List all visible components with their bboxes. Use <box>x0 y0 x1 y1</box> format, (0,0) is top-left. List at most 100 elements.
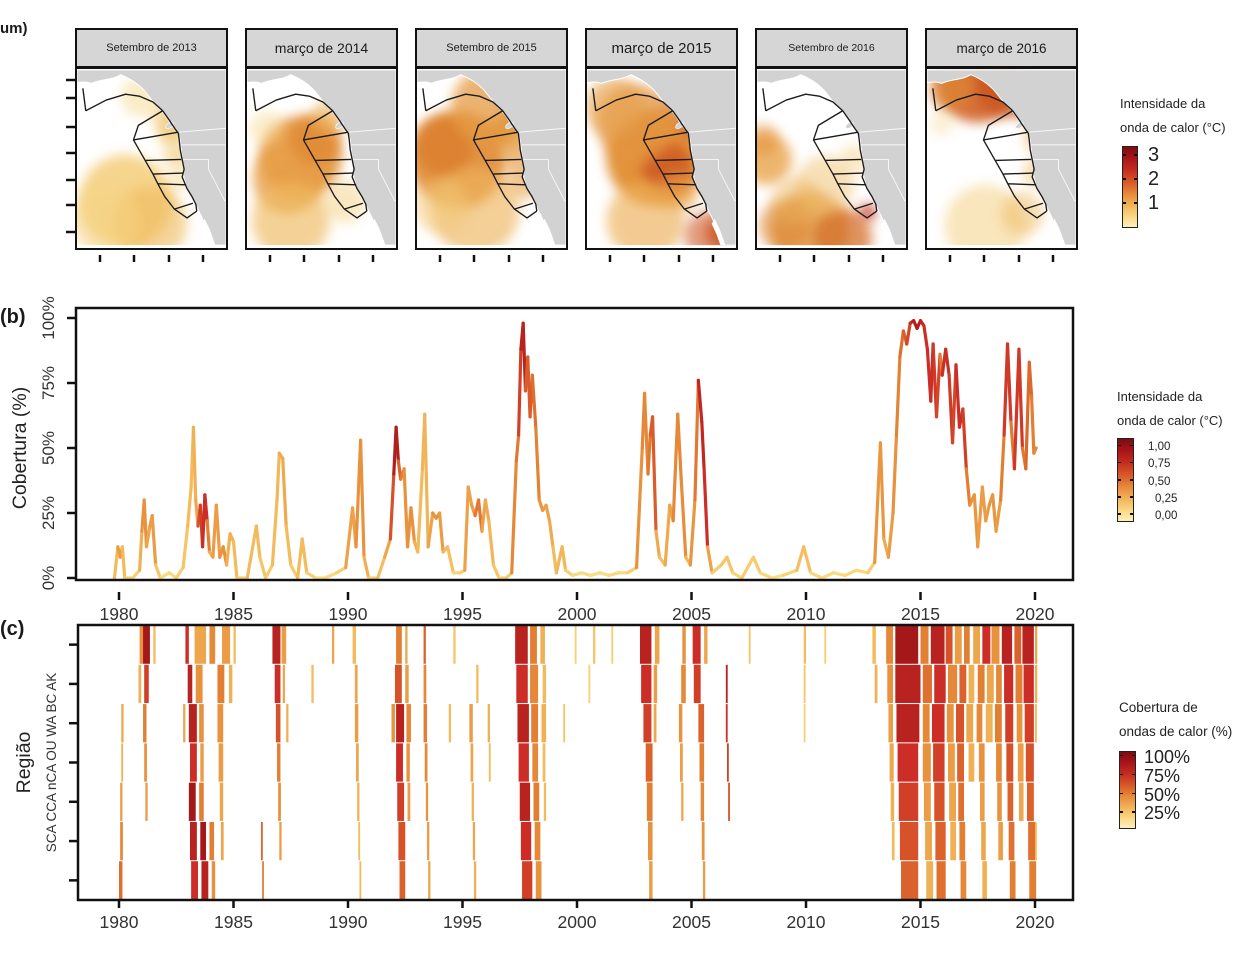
heatmap-cell <box>1035 664 1038 704</box>
map-canvas <box>247 69 396 246</box>
heatmap-cell <box>399 861 406 900</box>
map-x-axis-ticks <box>268 255 375 262</box>
heatmap-cell <box>891 821 895 861</box>
heatmap-cell <box>922 743 931 782</box>
heatmap-cell <box>120 782 123 821</box>
heatmap-cell <box>958 782 965 821</box>
heatmap-cell <box>354 664 358 704</box>
heatmap-cell <box>153 625 156 664</box>
heatmap-cell <box>901 861 919 900</box>
heatmap-cell <box>286 704 289 743</box>
x-tick-label: 2015 <box>901 604 940 624</box>
heatmap-cell <box>354 704 359 743</box>
colorbar-tick <box>1134 178 1137 180</box>
heatmap-cell <box>950 821 956 861</box>
heatmap-cell <box>698 704 705 743</box>
heatmap-cell <box>233 625 236 664</box>
map-panel-5: Setembro de 2016 <box>755 28 908 262</box>
heatmap-cell <box>428 861 431 900</box>
heatmap-cell <box>700 782 705 821</box>
x-tick-label: 2010 <box>787 912 826 932</box>
heatmap-cell <box>407 782 411 821</box>
heatmap-cell <box>187 664 193 704</box>
map-panel-1: Setembro de 2013 <box>75 28 228 262</box>
heatmap-cell <box>1035 704 1037 743</box>
state-borders <box>688 127 736 202</box>
heatmap-cell <box>143 704 147 743</box>
heatmap-cell <box>959 664 967 704</box>
heatmap-cell <box>519 782 531 821</box>
heatmap-cell <box>936 861 946 900</box>
heatmap-cell <box>955 704 965 743</box>
heatmap-cell <box>964 625 970 664</box>
heatmap-cell <box>701 821 705 861</box>
heatmap-cell <box>200 821 207 861</box>
heatmap-cell <box>534 821 541 861</box>
heatmap-cell <box>200 743 204 782</box>
legend-title: Cobertura de <box>1119 700 1198 715</box>
heatmap-cell <box>946 704 954 743</box>
x-tick-label: 2005 <box>672 604 711 624</box>
heatmap-cell <box>681 782 684 821</box>
x-tick-label: 1980 <box>100 912 139 932</box>
colorbar-heatmap-coverage <box>1119 751 1136 829</box>
heatmap-cell <box>926 861 934 900</box>
heatmap-cell <box>542 664 547 704</box>
heatmap-cell <box>803 625 806 664</box>
heatmap-cell <box>898 782 919 821</box>
heatmap-cell <box>1015 664 1023 704</box>
heatmap-cell <box>281 625 287 664</box>
heatmap-cell <box>144 664 149 704</box>
land-mass <box>757 69 906 246</box>
study-region-outline <box>252 88 368 219</box>
state-borders <box>178 127 226 202</box>
heatmap-cell <box>194 625 207 664</box>
legend-title: onda de calor (°C) <box>1120 120 1226 135</box>
heatmap-cell <box>960 861 967 900</box>
heatmap-cell <box>211 861 216 900</box>
heatmap-cell <box>896 704 920 743</box>
heatmap-cell <box>277 743 281 782</box>
heatmap-cell <box>1007 782 1014 821</box>
heatmap-cell <box>448 704 452 743</box>
heatmap-cell <box>1023 664 1034 704</box>
heatmap-cell <box>530 664 539 704</box>
heatmap-cell <box>217 664 225 704</box>
heatmap-cell <box>935 821 946 861</box>
heatmap-cell <box>949 782 956 821</box>
heatmap-cell <box>649 861 653 900</box>
heatmap-cell <box>931 704 945 743</box>
heatmap-cell <box>997 782 1002 821</box>
heatmap-cell <box>138 664 142 704</box>
heatmap-cell <box>189 821 197 861</box>
heatmap-cell <box>423 664 427 704</box>
heatmap-cell <box>803 704 806 743</box>
heatmap-cell <box>1028 821 1035 861</box>
map-title: Setembro de 2013 <box>106 42 197 54</box>
map-canvas <box>417 69 566 246</box>
heatmap-cell <box>991 625 1000 664</box>
heatmap-cell <box>143 625 150 664</box>
heatmap-cell <box>397 782 405 821</box>
map-title: março de 2015 <box>611 39 712 57</box>
heatmap-cell <box>543 782 547 821</box>
heatmap-cell <box>959 821 966 861</box>
heatmap-cell <box>189 743 197 782</box>
y-tick-label: 75% <box>39 366 58 400</box>
heatmap-stripes <box>119 625 1038 900</box>
heatmap-cell <box>1008 821 1015 861</box>
x-tick-label: 1980 <box>100 604 139 624</box>
map-title: Setembro de 2016 <box>788 42 875 54</box>
map-title: março de 2016 <box>956 40 1047 56</box>
study-region-outline <box>932 88 1048 219</box>
heatmap-cell <box>681 664 686 704</box>
panel-c-label: (c) <box>0 618 25 640</box>
heatmap-cell <box>358 821 361 861</box>
heatmap-cell <box>220 821 224 861</box>
map-x-axis-ticks <box>778 255 885 262</box>
legend-title: onda de calor (°C) <box>1117 413 1223 428</box>
heatmap-cell <box>282 664 286 704</box>
heatmap-cell <box>487 704 490 743</box>
legend-line-intensity: Intensidade da onda de calor (°C) <box>1117 389 1257 428</box>
heatmap-cell <box>1014 625 1022 664</box>
